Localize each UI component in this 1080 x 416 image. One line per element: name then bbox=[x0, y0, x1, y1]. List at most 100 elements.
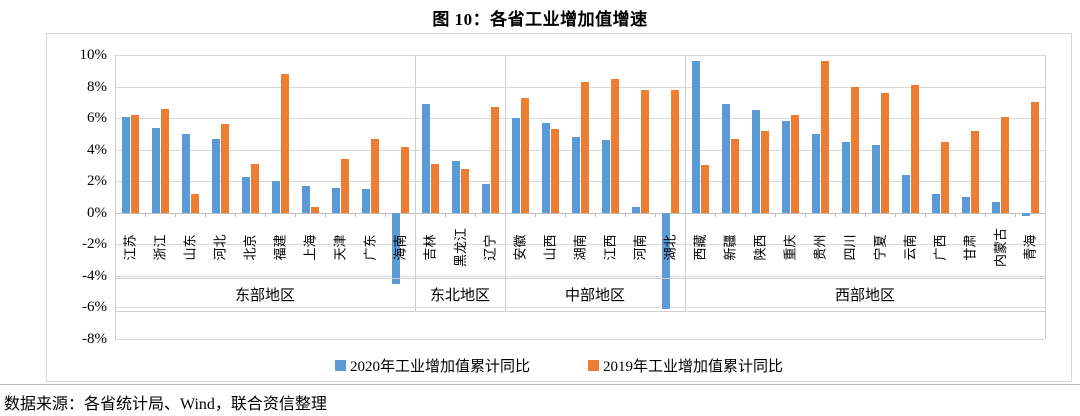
x-axis-label-西藏: 西藏 bbox=[692, 234, 708, 261]
category-cell: 新疆 bbox=[715, 216, 745, 280]
bar-2020-上海 bbox=[301, 186, 310, 213]
bar-2019-海南 bbox=[400, 146, 409, 213]
gridline--4 bbox=[115, 275, 1045, 277]
gridline-10 bbox=[115, 55, 1045, 56]
bar-2020-福建 bbox=[271, 181, 280, 213]
axis-tick bbox=[1015, 212, 1016, 217]
bar-2020-海南 bbox=[391, 212, 400, 284]
axis-tick bbox=[235, 212, 236, 217]
y-axis-label: 2% bbox=[87, 173, 107, 190]
bar-2019-湖北 bbox=[670, 89, 679, 213]
bar-2019-安徽 bbox=[520, 97, 529, 213]
axis-tick bbox=[955, 212, 956, 217]
bar-2020-河南 bbox=[631, 206, 640, 213]
bar-2020-陕西 bbox=[751, 110, 760, 213]
chart-legend: 2020年工业增加值累计同比 2019年工业增加值累计同比 bbox=[47, 355, 1071, 376]
category-cell: 福建 bbox=[265, 216, 295, 280]
bar-2019-浙江 bbox=[160, 108, 169, 213]
bar-2019-新疆 bbox=[730, 138, 739, 213]
category-cell: 重庆 bbox=[775, 216, 805, 280]
gridline-8 bbox=[115, 86, 1045, 88]
category-cell: 上海 bbox=[295, 216, 325, 280]
region-divider bbox=[505, 55, 506, 311]
category-cell: 辽宁 bbox=[475, 216, 505, 280]
bar-2019-广西 bbox=[940, 141, 949, 213]
legend-item-2020: 2020年工业增加值累计同比 bbox=[334, 355, 530, 376]
bar-2020-青海 bbox=[1021, 212, 1030, 216]
axis-tick bbox=[625, 212, 626, 217]
x-axis-label-安徽: 安徽 bbox=[512, 234, 528, 261]
axis-tick bbox=[145, 212, 146, 217]
gridline--8 bbox=[115, 339, 1045, 340]
x-axis-label-陕西: 陕西 bbox=[752, 234, 768, 261]
region-divider bbox=[685, 55, 686, 311]
axis-tick bbox=[745, 212, 746, 217]
gridline-0 bbox=[115, 212, 1045, 214]
category-cell: 四川 bbox=[835, 216, 865, 280]
category-cell: 广西 bbox=[925, 216, 955, 280]
category-cell: 甘肃 bbox=[955, 216, 985, 280]
axis-tick bbox=[355, 212, 356, 217]
bar-2019-云南 bbox=[910, 85, 919, 213]
y-axis-label: 6% bbox=[87, 110, 107, 127]
category-cell: 安徽 bbox=[505, 216, 535, 280]
bar-2019-江苏 bbox=[130, 115, 139, 213]
bar-2020-西藏 bbox=[691, 61, 700, 213]
region-label-西部地区: 西部地区 bbox=[834, 286, 895, 304]
category-cell: 山东 bbox=[175, 216, 205, 280]
x-axis-label-内蒙古: 内蒙古 bbox=[992, 227, 1008, 267]
bar-2020-广东 bbox=[361, 189, 370, 213]
bar-2020-吉林 bbox=[421, 103, 430, 213]
legend-label: 2019年工业增加值累计同比 bbox=[603, 358, 784, 375]
bar-2020-山西 bbox=[541, 122, 550, 213]
source-note: 数据来源：各省统计局、Wind，联合资信整理 bbox=[4, 396, 327, 413]
bar-2019-宁夏 bbox=[880, 92, 889, 213]
bar-2019-山东 bbox=[190, 193, 199, 213]
bar-2020-北京 bbox=[241, 176, 250, 213]
x-axis-label-辽宁: 辽宁 bbox=[482, 234, 498, 261]
category-cell: 内蒙古 bbox=[985, 216, 1015, 280]
plot-border bbox=[1045, 55, 1046, 339]
bar-2020-江西 bbox=[601, 140, 610, 213]
region-label-东部地区: 东部地区 bbox=[234, 286, 295, 304]
bar-2020-安徽 bbox=[511, 118, 520, 213]
bar-2020-浙江 bbox=[151, 127, 160, 213]
legend-item-2019: 2019年工业增加值累计同比 bbox=[588, 355, 783, 376]
x-axis-label-吉林: 吉林 bbox=[422, 234, 438, 261]
axis-tick bbox=[925, 212, 926, 217]
bar-2019-江西 bbox=[610, 78, 619, 213]
x-axis-label-广东: 广东 bbox=[362, 234, 378, 261]
y-axis-label: 4% bbox=[87, 141, 107, 158]
y-axis-label: 8% bbox=[87, 78, 107, 95]
x-axis-label-新疆: 新疆 bbox=[722, 234, 738, 261]
axis-tick bbox=[445, 212, 446, 217]
bar-2020-贵州 bbox=[811, 133, 820, 213]
chart-area: 10% 8% 6% 4% 2% 0% -2% -4% -6% -8% 江苏 浙江 山东 河北 北京 福建 上海天… bbox=[46, 33, 1072, 382]
bar-2020-广西 bbox=[931, 193, 940, 213]
category-cell: 青海 bbox=[1015, 216, 1045, 280]
x-axis-label-青海: 青海 bbox=[1022, 234, 1038, 261]
x-axis-label-浙江: 浙江 bbox=[152, 234, 168, 261]
legend-swatch-icon bbox=[334, 359, 346, 371]
region-band-bottom bbox=[115, 310, 1045, 312]
axis-tick bbox=[175, 212, 176, 217]
x-axis-label-湖南: 湖南 bbox=[572, 234, 588, 261]
axis-tick bbox=[805, 212, 806, 217]
x-axis-label-云南: 云南 bbox=[902, 234, 918, 261]
category-cell: 山西 bbox=[535, 216, 565, 280]
category-cell: 黑龙江 bbox=[445, 216, 475, 280]
category-cell: 天津 bbox=[325, 216, 355, 280]
axis-tick bbox=[775, 212, 776, 217]
y-axis-label: -6% bbox=[82, 299, 107, 316]
axis-tick bbox=[295, 212, 296, 217]
x-axis-label-山西: 山西 bbox=[542, 234, 558, 261]
x-axis-label-天津: 天津 bbox=[332, 234, 348, 261]
x-axis-label-甘肃: 甘肃 bbox=[962, 234, 978, 261]
axis-tick bbox=[655, 212, 656, 217]
bar-2019-辽宁 bbox=[490, 107, 499, 213]
axis-tick bbox=[595, 212, 596, 217]
gridline--2 bbox=[115, 244, 1045, 246]
bar-2019-黑龙江 bbox=[460, 168, 469, 213]
y-axis-label: 0% bbox=[87, 204, 107, 221]
gridline--6 bbox=[115, 307, 1045, 309]
